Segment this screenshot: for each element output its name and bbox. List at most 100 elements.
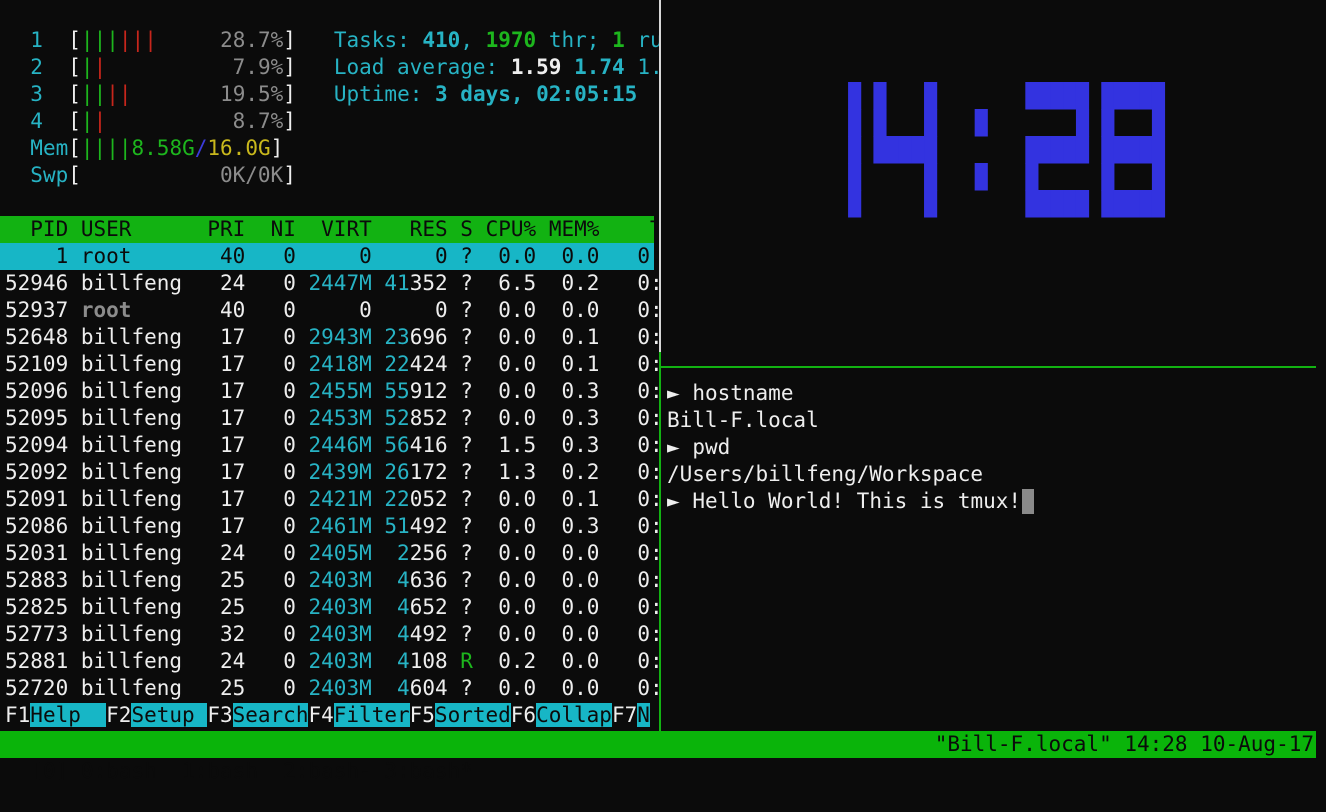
column-header-ni[interactable]: NI (257, 217, 296, 241)
process-row[interactable]: 52031 billfeng 24 0 2405M 2256 ? 0.0 0.0… (0, 540, 663, 567)
terminal-cursor[interactable] (1022, 489, 1035, 514)
column-header-s[interactable]: S (460, 217, 473, 241)
priority: 17 (207, 325, 246, 349)
text (195, 352, 208, 376)
text (448, 649, 461, 673)
text (473, 541, 486, 565)
res-units: 424 (409, 352, 448, 376)
process-row[interactable]: 52648 billfeng 17 0 2943M 23696 ? 0.0 0.… (0, 324, 663, 351)
priority: 25 (207, 595, 246, 619)
mem-bar-segment: | (118, 136, 132, 160)
process-row[interactable]: 52720 billfeng 25 0 2403M 4604 ? 0.0 0.0… (0, 675, 663, 702)
column-header-t[interactable]: T (612, 217, 663, 241)
text (473, 460, 486, 484)
mem-percent: 0.0 (548, 244, 600, 268)
function-key-action: Sorted (434, 703, 511, 727)
column-header-user[interactable]: USER (80, 217, 195, 241)
priority: 32 (207, 622, 246, 646)
text (448, 676, 461, 700)
function-key-n[interactable]: F7N (612, 703, 650, 727)
user: billfeng (80, 487, 195, 511)
text: [ (68, 136, 81, 160)
text (106, 109, 232, 133)
clock-digit (974, 109, 988, 191)
process-row[interactable]: 52092 billfeng 17 0 2439M 26172 ? 1.3 0.… (0, 459, 663, 486)
process-row[interactable]: 52883 billfeng 25 0 2403M 4636 ? 0.0 0.0… (0, 567, 663, 594)
window-tab-1[interactable]: 1:bash (182, 759, 258, 783)
virt: 2943M (308, 325, 372, 349)
window-tab-3[interactable]: 3:bash* (384, 759, 473, 783)
process-row[interactable]: 52096 billfeng 17 0 2455M 55912 ? 0.0 0.… (0, 378, 663, 405)
clock-pixel (911, 136, 925, 164)
function-key-sorted[interactable]: F5Sorted (410, 703, 511, 727)
text (372, 649, 385, 673)
window-tab-2[interactable]: 2:bash- (283, 759, 372, 783)
function-key-setup[interactable]: F2Setup (106, 703, 208, 727)
process-row[interactable]: 52086 billfeng 17 0 2461M 51492 ? 0.0 0.… (0, 513, 663, 540)
function-key-filter[interactable]: F4Filter (308, 703, 410, 727)
function-key-search[interactable]: F3Search (207, 703, 309, 727)
process-row[interactable]: 52773 billfeng 32 0 2403M 4492 ? 0.0 0.0… (0, 621, 663, 648)
process-row[interactable]: 1 root 40 0 0 0 ? 0.0 0.0 0: (0, 243, 663, 270)
text (599, 622, 624, 646)
text (448, 271, 461, 295)
text (68, 217, 81, 241)
column-header-virt[interactable]: VIRT (308, 217, 372, 241)
column-header-pri[interactable]: PRI (207, 217, 246, 241)
clock-pixel (1050, 136, 1064, 164)
column-header-cpu-pct[interactable]: CPU% (485, 217, 537, 241)
pane-divider-vertical-active[interactable] (659, 352, 661, 731)
res-thousands: 26 (384, 460, 410, 484)
column-header-mem-pct[interactable]: MEM% (548, 217, 600, 241)
text (372, 298, 385, 322)
state: ? (460, 595, 473, 619)
text (68, 541, 81, 565)
text: ] (270, 136, 284, 160)
column-header-pid[interactable]: PID (5, 217, 69, 241)
cpu-percent: 0.0 (485, 325, 537, 349)
column-header-res[interactable]: RES (384, 217, 448, 241)
text (296, 460, 309, 484)
res-thousands: 23 (384, 325, 410, 349)
cpu-percent: 0.0 (485, 379, 537, 403)
function-key-help[interactable]: F1Help (5, 703, 107, 727)
text (473, 514, 486, 538)
uptime-label: Uptime: (333, 82, 436, 106)
time: 0: (624, 622, 663, 646)
time: 0: (624, 379, 663, 403)
text (195, 217, 208, 241)
process-row[interactable]: 52825 billfeng 25 0 2403M 4652 ? 0.0 0.0… (0, 594, 663, 621)
text (245, 352, 258, 376)
text (296, 676, 309, 700)
window-tab-0[interactable]: 0:bash (80, 759, 157, 783)
clock-pixel (1101, 190, 1115, 218)
process-row[interactable]: 52946 billfeng 24 0 2447M 41352 ? 6.5 0.… (0, 270, 663, 297)
shell-output-line: /Users/billfeng/Workspace (667, 461, 983, 488)
priority: 40 (207, 244, 246, 268)
text (384, 244, 435, 268)
clock-digit (1025, 82, 1090, 218)
process-row[interactable]: 52881 billfeng 24 0 2403M 4108 R 0.2 0.0… (0, 648, 663, 675)
user: billfeng (80, 514, 195, 538)
function-key-collap[interactable]: F6Collap (511, 703, 612, 727)
process-row[interactable]: 52094 billfeng 17 0 2446M 56416 ? 1.5 0.… (0, 432, 663, 459)
pane-divider-vertical[interactable] (659, 0, 661, 352)
pane-divider-horizontal[interactable] (661, 366, 1316, 368)
text (473, 649, 486, 673)
text (372, 622, 385, 646)
text (599, 379, 624, 403)
text: [ (68, 55, 81, 79)
priority: 17 (207, 406, 246, 430)
nice: 0 (257, 406, 296, 430)
virt: 0 (308, 298, 372, 322)
mem-percent: 0.1 (548, 325, 600, 349)
load-15: 1. (637, 55, 663, 79)
function-key-label: F3 (207, 703, 233, 727)
threads-label: thr; (536, 28, 613, 52)
process-row[interactable]: 52109 billfeng 17 0 2418M 22424 ? 0.0 0.… (0, 351, 663, 378)
text (245, 433, 258, 457)
process-row[interactable]: 52091 billfeng 17 0 2421M 22052 ? 0.0 0.… (0, 486, 663, 513)
process-row[interactable]: 52937 root 40 0 0 0 ? 0.0 0.0 0: (0, 297, 663, 324)
load-label: Load average: (333, 55, 511, 79)
process-row[interactable]: 52095 billfeng 17 0 2453M 52852 ? 0.0 0.… (0, 405, 663, 432)
